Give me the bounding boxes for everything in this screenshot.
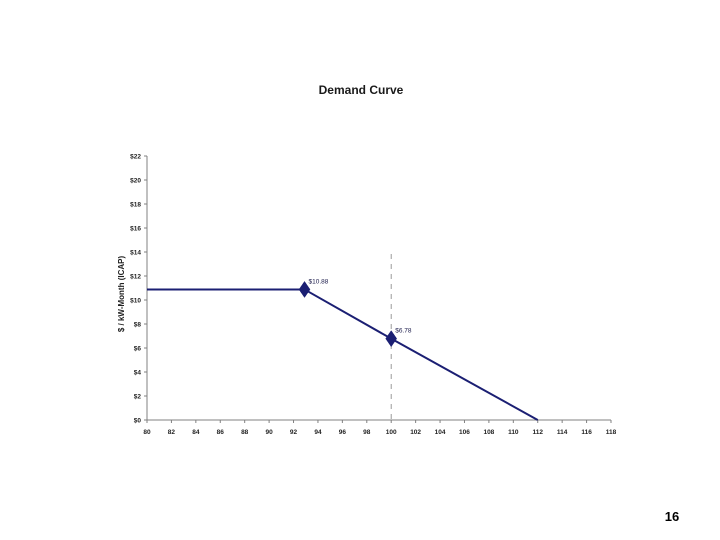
axes-layer [144,155,612,423]
y-axis-title: $ / kW-Month (ICAP) [117,256,126,333]
y-tick-label: $12 [130,274,141,281]
x-tick-label: 116 [581,429,592,436]
marker-layer: $10.88 $6.78 [298,278,412,348]
x-tick-label: 80 [143,429,151,436]
x-tick-label: 100 [386,429,397,436]
x-tick-label: 114 [557,429,568,436]
y-tick-label: $22 [130,154,141,161]
x-tick-label: 110 [508,429,519,436]
y-tick-label: $14 [130,250,141,257]
x-tick-label: 102 [410,429,421,436]
x-tick-label: 106 [459,429,470,436]
x-tick-label: 108 [483,429,494,436]
y-tick-label: $0 [134,418,142,425]
y-tick-label: $4 [134,370,142,377]
tick-label-layer: $0 $2 $4 $6 $8 $10 $12 $14 $16 $18 $20 $22 80 82 84 86 8… [130,154,616,437]
data-point-label: $6.78 [395,328,412,335]
data-point-marker [298,280,311,298]
y-tick-label: $6 [134,346,142,353]
y-tick-label: $10 [130,298,141,305]
x-tick-label: 96 [339,429,347,436]
x-tick-label: 84 [192,429,200,436]
y-tick-label: $2 [134,394,142,401]
x-tick-label: 88 [241,429,249,436]
page-number: 16 [664,509,680,524]
demand-curve-line [147,288,539,421]
y-tick-label: $18 [130,202,141,209]
series-layer [147,288,539,421]
x-tick-label: 86 [217,429,225,436]
data-point-marker [385,330,398,348]
x-tick-label: 112 [532,429,543,436]
x-tick-label: 82 [168,429,176,436]
y-tick-label: $8 [134,322,142,329]
y-tick-label: $20 [130,178,141,185]
x-tick-label: 94 [314,429,322,436]
data-point-label: $10.88 [309,278,329,285]
x-tick-label: 98 [363,429,371,436]
y-tick-label: $16 [130,226,141,233]
x-tick-label: 118 [606,429,617,436]
y-axis-title-group: $ / kW-Month (ICAP) [117,256,126,333]
x-tick-label: 104 [435,429,446,436]
x-tick-label: 92 [290,429,298,436]
chart-title: Demand Curve [319,83,404,97]
x-tick-label: 90 [265,429,273,436]
